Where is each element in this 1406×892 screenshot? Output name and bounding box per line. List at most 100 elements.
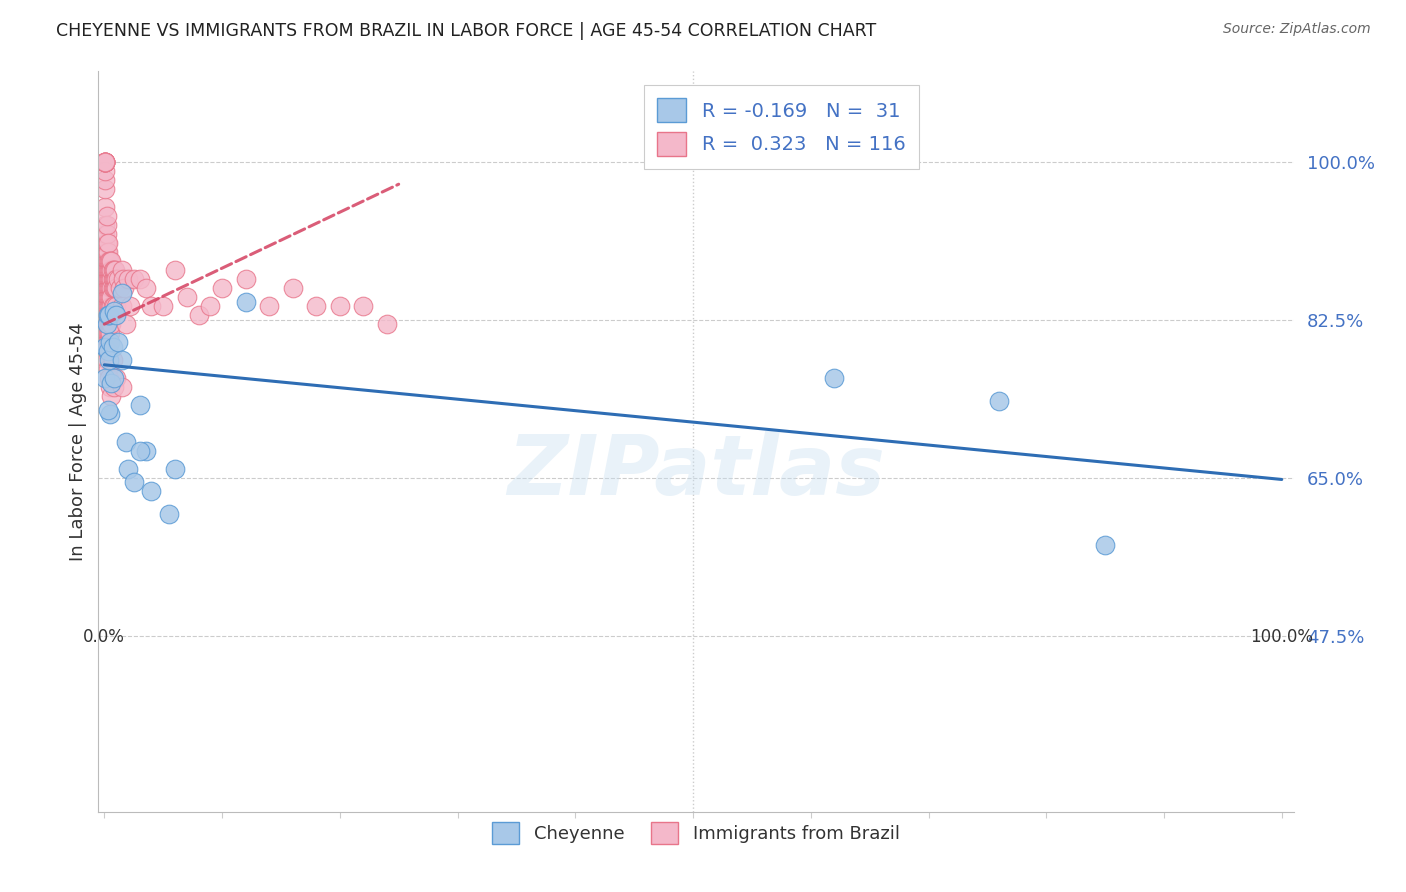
Point <box>98 281 121 295</box>
Point <box>96 235 118 250</box>
Point <box>98 290 121 304</box>
Point <box>96 326 118 341</box>
Point <box>96 290 118 304</box>
Text: CHEYENNE VS IMMIGRANTS FROM BRAZIL IN LABOR FORCE | AGE 45-54 CORRELATION CHART: CHEYENNE VS IMMIGRANTS FROM BRAZIL IN LA… <box>56 22 876 40</box>
Point <box>94 154 117 169</box>
Point <box>94 235 117 250</box>
Point <box>103 263 125 277</box>
Point <box>1094 538 1116 552</box>
Point <box>120 299 142 313</box>
Point <box>128 443 150 458</box>
Point <box>100 317 122 331</box>
Point <box>94 263 117 277</box>
Point <box>94 344 117 359</box>
Point <box>96 317 118 331</box>
Point <box>152 299 174 313</box>
Point <box>101 353 124 368</box>
Point <box>97 235 120 250</box>
Point <box>117 272 139 286</box>
Point <box>98 353 121 368</box>
Point <box>94 299 117 313</box>
Point <box>134 281 156 295</box>
Point <box>98 308 121 322</box>
Point <box>104 263 127 277</box>
Point <box>97 335 120 350</box>
Point <box>94 272 117 286</box>
Point <box>105 281 128 295</box>
Point <box>101 299 124 313</box>
Point <box>103 281 125 295</box>
Point <box>100 281 122 295</box>
Point <box>107 272 129 286</box>
Point <box>97 281 120 295</box>
Point <box>104 281 127 295</box>
Point <box>281 281 304 295</box>
Point <box>96 281 118 295</box>
Point <box>112 281 135 295</box>
Point <box>97 290 120 304</box>
Point <box>94 371 117 385</box>
Point <box>107 335 129 350</box>
Point <box>101 272 124 286</box>
Point <box>141 299 163 313</box>
Point <box>94 244 117 259</box>
Y-axis label: In Labor Force | Age 45-54: In Labor Force | Age 45-54 <box>69 322 87 561</box>
Point <box>98 281 121 295</box>
Point <box>98 299 121 313</box>
Point <box>96 353 118 368</box>
Point <box>94 340 117 354</box>
Point <box>94 227 117 241</box>
Point <box>134 443 156 458</box>
Point <box>94 172 117 186</box>
Point <box>97 263 120 277</box>
Point <box>117 461 139 475</box>
Point <box>98 326 121 341</box>
Point <box>128 399 150 413</box>
Point <box>235 294 257 309</box>
Point <box>176 290 198 304</box>
Point <box>94 281 117 295</box>
Point <box>305 299 328 313</box>
Point <box>104 272 127 286</box>
Point <box>100 299 122 313</box>
Point <box>235 272 257 286</box>
Point <box>100 376 122 390</box>
Point <box>200 299 222 313</box>
Point <box>94 154 117 169</box>
Point <box>96 254 118 268</box>
Point <box>96 281 118 295</box>
Point <box>97 308 120 322</box>
Point <box>97 272 120 286</box>
Point <box>98 272 121 286</box>
Text: ZIPatlas: ZIPatlas <box>508 431 884 512</box>
Point <box>98 308 121 322</box>
Point <box>98 263 121 277</box>
Point <box>103 371 125 385</box>
Point <box>97 326 120 341</box>
Point <box>112 272 135 286</box>
Point <box>94 154 117 169</box>
Point <box>105 371 128 385</box>
Point <box>97 254 120 268</box>
Point <box>111 353 134 368</box>
Point <box>100 290 122 304</box>
Point <box>101 281 124 295</box>
Point <box>98 317 121 331</box>
Point <box>111 285 134 300</box>
Point <box>94 154 117 169</box>
Point <box>97 344 120 359</box>
Point <box>823 371 845 385</box>
Point <box>98 371 121 385</box>
Point <box>111 380 134 394</box>
Text: 0.0%: 0.0% <box>83 628 125 646</box>
Point <box>352 299 374 313</box>
Point <box>103 299 125 313</box>
Point <box>94 218 117 232</box>
Point <box>96 263 118 277</box>
Point <box>103 272 125 286</box>
Legend: Cheyenne, Immigrants from Brazil: Cheyenne, Immigrants from Brazil <box>485 814 907 851</box>
Point <box>98 254 121 268</box>
Point <box>100 272 122 286</box>
Point <box>94 200 117 214</box>
Point <box>101 263 124 277</box>
